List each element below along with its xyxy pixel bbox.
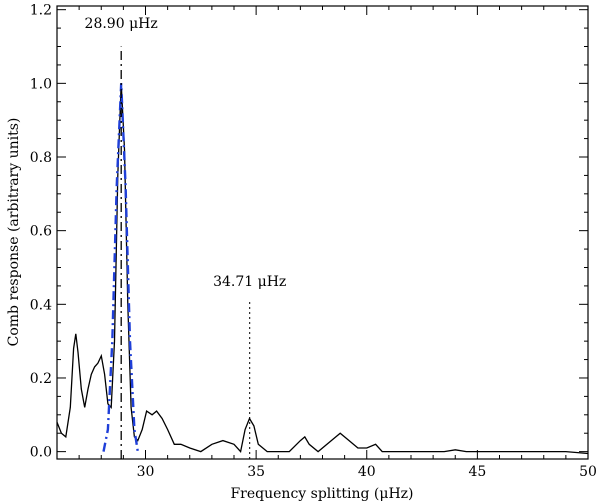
y-tick-label: 1.0 bbox=[30, 76, 52, 92]
y-tick-label: 0.0 bbox=[30, 445, 52, 461]
y-tick-label: 1.2 bbox=[30, 3, 52, 19]
x-tick-label: 45 bbox=[468, 464, 486, 480]
x-tick-label: 30 bbox=[137, 464, 155, 480]
x-axis-label: Frequency splitting (μHz) bbox=[230, 486, 413, 502]
peak-annotation: 28.90 μHz bbox=[85, 16, 158, 32]
y-tick-label: 0.8 bbox=[30, 150, 52, 166]
x-tick-label: 50 bbox=[579, 464, 597, 480]
peak-annotation: 34.71 μHz bbox=[213, 274, 286, 290]
labels-layer: 30 35 40 45 50 0.0 0.2 0.4 0.6 0.8 1.0 1.2 28.90 μHz… bbox=[30, 3, 597, 480]
series-layer bbox=[56, 46, 589, 459]
y-tick-label: 0.6 bbox=[30, 224, 52, 240]
x-tick-label: 35 bbox=[247, 464, 265, 480]
y-tick-label: 0.4 bbox=[30, 297, 52, 313]
x-tick-label: 40 bbox=[358, 464, 376, 480]
y-tick-label: 0.2 bbox=[30, 371, 52, 387]
y-axis-label: Comb response (arbitrary units) bbox=[6, 118, 22, 347]
plot-frame bbox=[56, 5, 589, 460]
series-line-0 bbox=[56, 83, 589, 455]
ticks-layer bbox=[56, 6, 589, 459]
